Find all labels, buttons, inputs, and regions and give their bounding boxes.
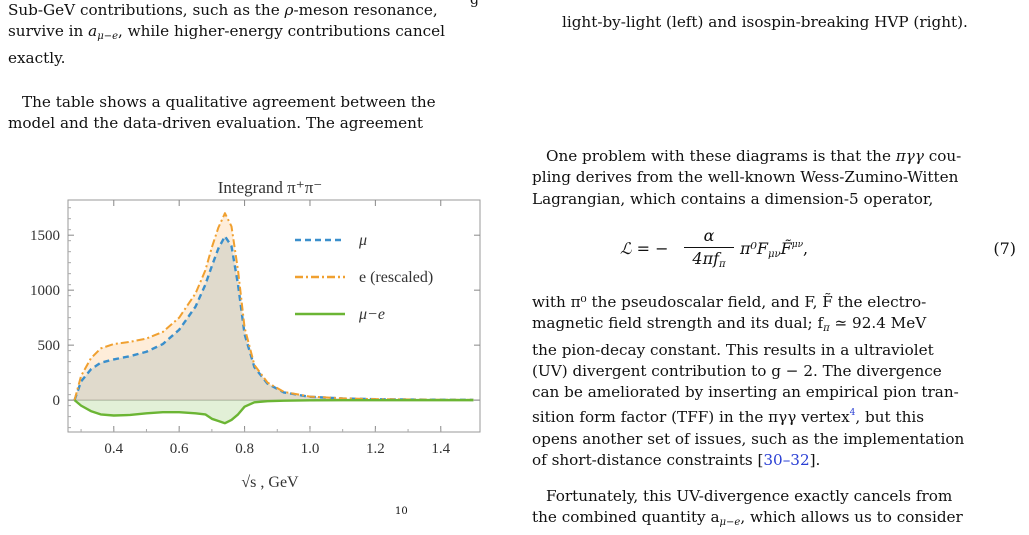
plot-frame — [67, 199, 481, 433]
cut-off-fragment: g — [470, 0, 479, 8]
right-paragraph-2: with π⁰ the pseudoscalar field, and F, F… — [532, 293, 965, 470]
legend-label: e (rescaled) — [359, 269, 433, 286]
x-axis-label: √s , GeV — [241, 474, 299, 491]
legend-label: μ — [358, 232, 367, 249]
legend-label: μ−e — [358, 306, 385, 323]
footnote-link[interactable]: 4 — [849, 408, 856, 419]
x-tick-label: 0.8 — [235, 441, 254, 457]
area-mu — [74, 236, 474, 401]
figure-caption-line: light-by-light (left) and isospin-breaki… — [562, 13, 968, 31]
x-tick-label: 0.6 — [170, 441, 189, 457]
x-tick-label: 1.4 — [431, 441, 450, 457]
area-e — [74, 213, 474, 401]
y-tick-label: 0 — [53, 393, 61, 409]
chart-title: Integrand π⁺π⁻ — [218, 178, 323, 197]
right-paragraph-1: One problem with these diagrams is that … — [532, 147, 962, 208]
equation-number: (7) — [993, 239, 1016, 258]
area-mu-minus-e — [74, 400, 474, 424]
citation-link[interactable]: 30–32 — [763, 451, 810, 470]
x-tick-label: 1.0 — [301, 441, 320, 457]
y-tick-label: 1500 — [30, 228, 60, 244]
caption-fragment: 10 — [395, 506, 408, 517]
equation-7: ℒ = − α 4πfπ π⁰FμνF̃μν, (7) — [620, 226, 1016, 270]
integrand-chart: Integrand π⁺π⁻ 0.4 0.6 0.8 1.0 1.2 1.4 0 500 100… — [30, 178, 481, 491]
right-paragraph-3: Fortunately, this UV-divergence exactly … — [532, 487, 963, 529]
series-line-e — [73, 212, 474, 401]
x-tick-label: 0.4 — [104, 441, 123, 457]
x-tick-label: 1.2 — [366, 441, 385, 457]
y-tick-label: 500 — [38, 338, 61, 354]
series-line-mu-minus-e — [73, 398, 474, 425]
y-tick-label: 1000 — [30, 283, 60, 299]
left-paragraph-2: The table shows a qualitative agreement … — [8, 93, 436, 133]
left-paragraph-1: Sub-GeV contributions, such as the ρ-mes… — [8, 1, 445, 67]
